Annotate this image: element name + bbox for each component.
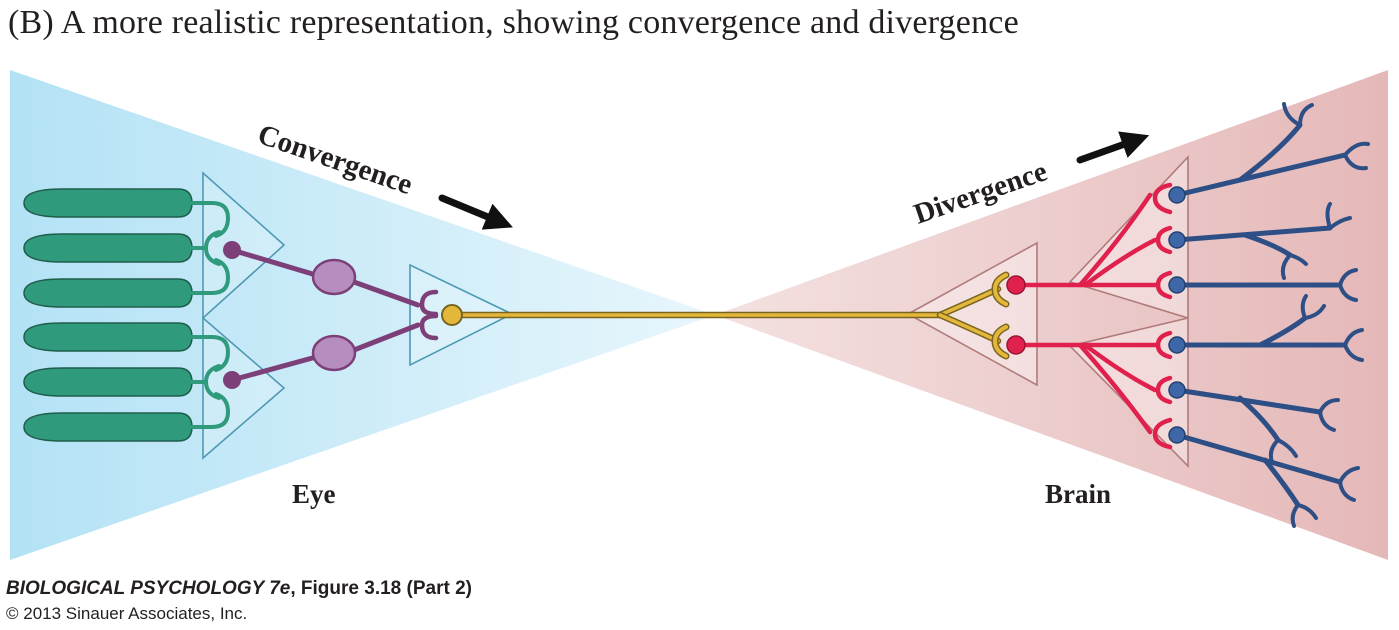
receptor-cell bbox=[23, 367, 193, 397]
book-title: BIOLOGICAL PSYCHOLOGY 7e bbox=[6, 578, 291, 599]
figure-title: (B) A more realistic representation, sho… bbox=[8, 4, 1019, 41]
target-neurons bbox=[1174, 122, 1348, 508]
brain-neuron-somas bbox=[1006, 275, 1026, 355]
ganglion-cell bbox=[441, 271, 1010, 360]
brain-neurons bbox=[1013, 182, 1173, 450]
copyright: © 2013 Sinauer Associates, Inc. bbox=[6, 604, 248, 623]
eye-label: Eye bbox=[292, 479, 336, 509]
receptor-cell bbox=[23, 278, 193, 308]
receptor-cell bbox=[23, 188, 193, 218]
figure-number: , Figure 3.18 (Part 2) bbox=[290, 578, 472, 599]
divergence-arrow bbox=[1076, 131, 1150, 164]
figure-credit: BIOLOGICAL PSYCHOLOGY 7e, Figure 3.18 (P… bbox=[6, 578, 472, 600]
target-neuron-somas bbox=[1168, 186, 1186, 444]
convergence-arrow bbox=[438, 194, 513, 230]
receptor-cells bbox=[23, 188, 231, 442]
bipolar-cells bbox=[223, 241, 439, 389]
bipolar-soma bbox=[311, 334, 357, 372]
bipolar-soma bbox=[311, 258, 357, 296]
brain-label: Brain bbox=[1045, 479, 1111, 509]
receptor-cell bbox=[23, 412, 193, 442]
target-dendrite-tips bbox=[1268, 102, 1370, 528]
receptor-cell bbox=[23, 322, 193, 352]
brain-field bbox=[715, 70, 1388, 560]
receptor-cell bbox=[23, 233, 193, 263]
